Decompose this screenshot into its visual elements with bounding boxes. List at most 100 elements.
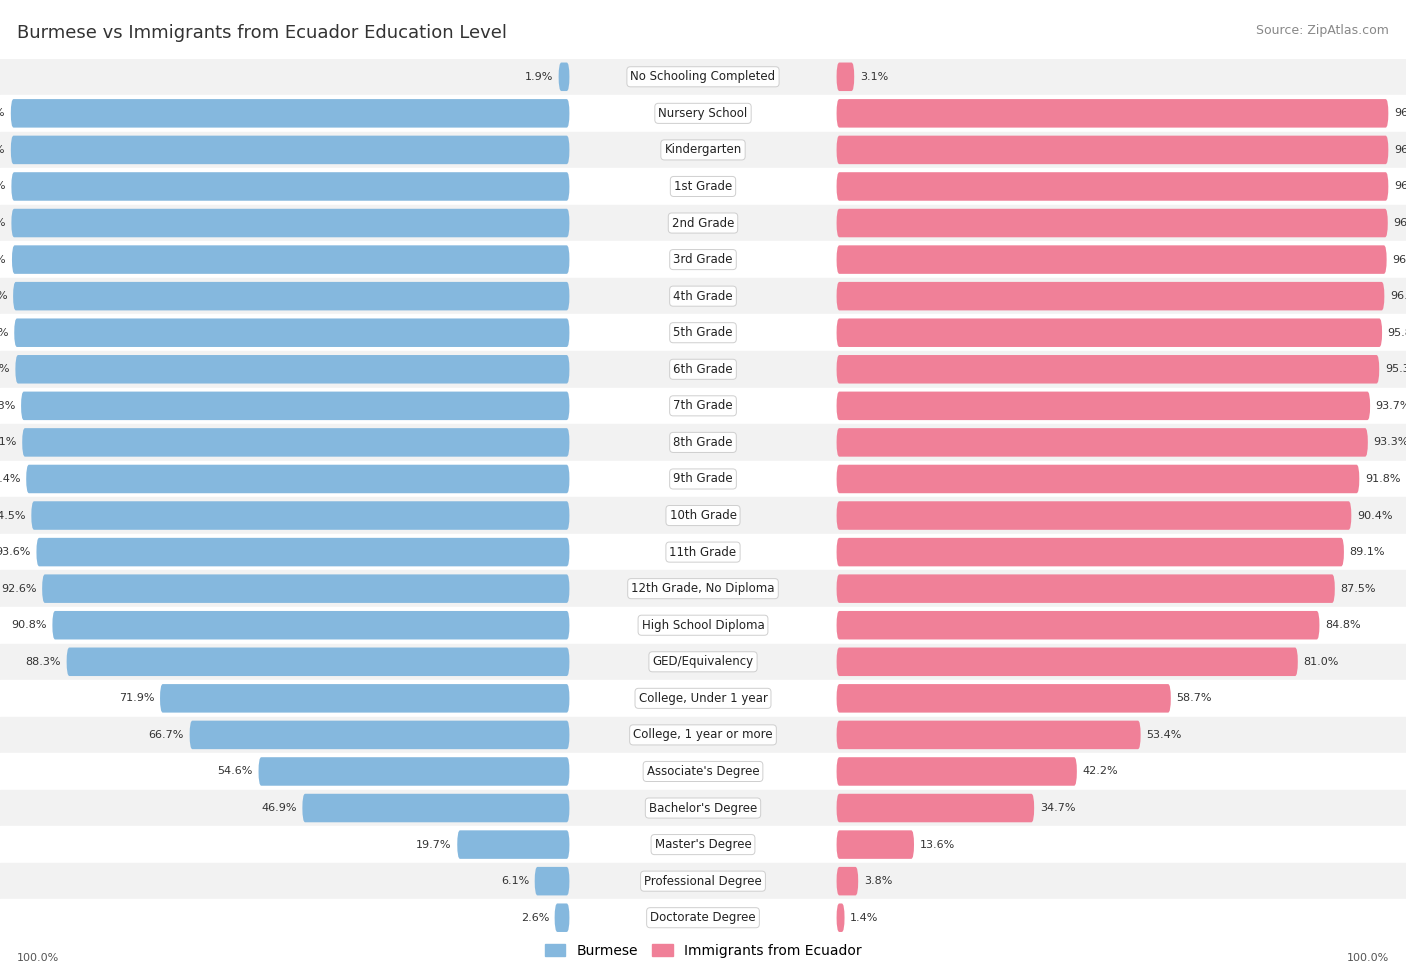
Text: 84.8%: 84.8% bbox=[1324, 620, 1361, 630]
Text: 96.8%: 96.8% bbox=[1393, 218, 1406, 228]
Text: 93.6%: 93.6% bbox=[0, 547, 31, 557]
Text: 13.6%: 13.6% bbox=[920, 839, 955, 849]
Text: 98.0%: 98.0% bbox=[0, 181, 6, 191]
FancyBboxPatch shape bbox=[558, 62, 569, 91]
Text: 7th Grade: 7th Grade bbox=[673, 400, 733, 412]
Text: 98.1%: 98.1% bbox=[0, 145, 6, 155]
Text: 53.4%: 53.4% bbox=[1146, 730, 1181, 740]
Text: 97.9%: 97.9% bbox=[0, 254, 7, 264]
Text: 11th Grade: 11th Grade bbox=[669, 546, 737, 559]
Text: 96.3%: 96.3% bbox=[0, 401, 15, 410]
Text: 93.3%: 93.3% bbox=[1374, 438, 1406, 448]
FancyBboxPatch shape bbox=[837, 428, 1368, 456]
FancyBboxPatch shape bbox=[11, 173, 569, 201]
FancyBboxPatch shape bbox=[837, 538, 1344, 566]
Text: 3.1%: 3.1% bbox=[860, 72, 889, 82]
FancyBboxPatch shape bbox=[27, 465, 569, 493]
Text: Bachelor's Degree: Bachelor's Degree bbox=[650, 801, 756, 814]
Text: College, Under 1 year: College, Under 1 year bbox=[638, 692, 768, 705]
Text: 89.1%: 89.1% bbox=[1350, 547, 1385, 557]
Text: 100.0%: 100.0% bbox=[17, 954, 59, 963]
FancyBboxPatch shape bbox=[14, 319, 569, 347]
Text: No Schooling Completed: No Schooling Completed bbox=[630, 70, 776, 83]
Text: 96.6%: 96.6% bbox=[1392, 254, 1406, 264]
FancyBboxPatch shape bbox=[837, 355, 1379, 383]
Text: 6.1%: 6.1% bbox=[501, 877, 529, 886]
Text: 95.4%: 95.4% bbox=[0, 474, 21, 484]
FancyBboxPatch shape bbox=[66, 647, 569, 676]
FancyBboxPatch shape bbox=[534, 867, 569, 895]
FancyBboxPatch shape bbox=[837, 794, 1035, 822]
Text: College, 1 year or more: College, 1 year or more bbox=[633, 728, 773, 741]
Text: 100.0%: 100.0% bbox=[1347, 954, 1389, 963]
Text: Associate's Degree: Associate's Degree bbox=[647, 765, 759, 778]
FancyBboxPatch shape bbox=[190, 721, 569, 749]
FancyBboxPatch shape bbox=[457, 831, 569, 859]
FancyBboxPatch shape bbox=[302, 794, 569, 822]
FancyBboxPatch shape bbox=[837, 62, 855, 91]
Text: Source: ZipAtlas.com: Source: ZipAtlas.com bbox=[1256, 24, 1389, 37]
FancyBboxPatch shape bbox=[837, 574, 1334, 603]
Text: 12th Grade, No Diploma: 12th Grade, No Diploma bbox=[631, 582, 775, 595]
FancyBboxPatch shape bbox=[837, 721, 1140, 749]
FancyBboxPatch shape bbox=[13, 282, 569, 310]
Text: 34.7%: 34.7% bbox=[1040, 803, 1076, 813]
Text: 4th Grade: 4th Grade bbox=[673, 290, 733, 302]
Text: 1.4%: 1.4% bbox=[851, 913, 879, 922]
FancyBboxPatch shape bbox=[837, 392, 1369, 420]
FancyBboxPatch shape bbox=[837, 319, 1382, 347]
Text: 93.7%: 93.7% bbox=[1375, 401, 1406, 410]
Text: 91.8%: 91.8% bbox=[1365, 474, 1400, 484]
FancyBboxPatch shape bbox=[837, 758, 1077, 786]
FancyBboxPatch shape bbox=[21, 392, 569, 420]
FancyBboxPatch shape bbox=[837, 904, 845, 932]
Text: 90.8%: 90.8% bbox=[11, 620, 46, 630]
Text: 2.6%: 2.6% bbox=[520, 913, 548, 922]
Text: Kindergarten: Kindergarten bbox=[665, 143, 741, 156]
FancyBboxPatch shape bbox=[837, 282, 1385, 310]
Text: 98.1%: 98.1% bbox=[0, 108, 6, 118]
Text: 96.1%: 96.1% bbox=[0, 438, 17, 448]
FancyBboxPatch shape bbox=[837, 173, 1388, 201]
FancyBboxPatch shape bbox=[837, 99, 1388, 128]
FancyBboxPatch shape bbox=[837, 209, 1388, 237]
FancyBboxPatch shape bbox=[37, 538, 569, 566]
Text: 94.5%: 94.5% bbox=[0, 511, 25, 521]
FancyBboxPatch shape bbox=[11, 99, 569, 128]
Text: 96.2%: 96.2% bbox=[1391, 292, 1406, 301]
FancyBboxPatch shape bbox=[837, 465, 1360, 493]
Text: 3.8%: 3.8% bbox=[863, 877, 893, 886]
Text: 66.7%: 66.7% bbox=[149, 730, 184, 740]
Text: 98.0%: 98.0% bbox=[0, 218, 6, 228]
Text: 97.7%: 97.7% bbox=[0, 292, 7, 301]
FancyBboxPatch shape bbox=[160, 684, 569, 713]
FancyBboxPatch shape bbox=[837, 501, 1351, 529]
Text: 71.9%: 71.9% bbox=[120, 693, 155, 703]
FancyBboxPatch shape bbox=[22, 428, 569, 456]
Text: 46.9%: 46.9% bbox=[262, 803, 297, 813]
FancyBboxPatch shape bbox=[42, 574, 569, 603]
Text: 92.6%: 92.6% bbox=[1, 584, 37, 594]
FancyBboxPatch shape bbox=[837, 647, 1298, 676]
Text: High School Diploma: High School Diploma bbox=[641, 619, 765, 632]
FancyBboxPatch shape bbox=[837, 684, 1171, 713]
FancyBboxPatch shape bbox=[15, 355, 569, 383]
Text: Doctorate Degree: Doctorate Degree bbox=[650, 912, 756, 924]
FancyBboxPatch shape bbox=[11, 209, 569, 237]
Text: 2nd Grade: 2nd Grade bbox=[672, 216, 734, 229]
FancyBboxPatch shape bbox=[837, 611, 1319, 640]
Text: 42.2%: 42.2% bbox=[1083, 766, 1118, 776]
Text: 90.4%: 90.4% bbox=[1357, 511, 1392, 521]
Text: 97.3%: 97.3% bbox=[0, 365, 10, 374]
FancyBboxPatch shape bbox=[31, 501, 569, 529]
Text: 8th Grade: 8th Grade bbox=[673, 436, 733, 448]
FancyBboxPatch shape bbox=[554, 904, 569, 932]
FancyBboxPatch shape bbox=[259, 758, 569, 786]
Text: Master's Degree: Master's Degree bbox=[655, 838, 751, 851]
Text: 1.9%: 1.9% bbox=[524, 72, 553, 82]
FancyBboxPatch shape bbox=[13, 246, 569, 274]
Text: 1st Grade: 1st Grade bbox=[673, 180, 733, 193]
Text: 87.5%: 87.5% bbox=[1340, 584, 1376, 594]
Text: 95.8%: 95.8% bbox=[1388, 328, 1406, 337]
Text: 96.9%: 96.9% bbox=[1393, 145, 1406, 155]
